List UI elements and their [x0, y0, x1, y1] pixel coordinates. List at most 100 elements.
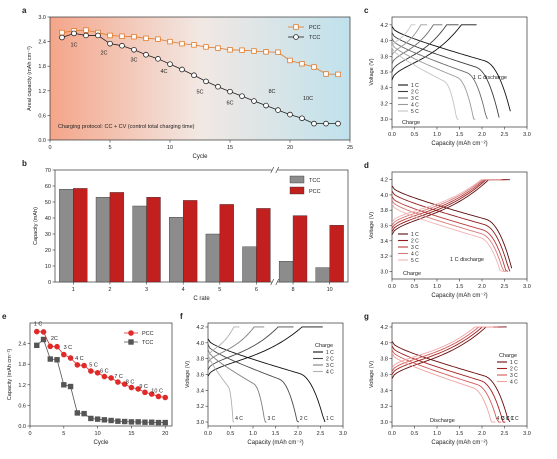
data-point-pcc — [143, 35, 149, 42]
charge-curve — [391, 326, 498, 372]
x-tick-label: 1.5 — [456, 284, 464, 290]
bar-pcc — [146, 196, 161, 283]
y-tick-label: 3.4 — [380, 388, 388, 394]
bar-pcc — [73, 188, 88, 283]
y-tick-label: 20 — [45, 248, 51, 254]
curve-end-label: 3 C — [268, 416, 276, 422]
legend-label: 5 C — [411, 258, 419, 264]
bar-pcc — [219, 204, 234, 283]
data-point-tcc — [263, 102, 269, 109]
discharge-curve — [391, 42, 476, 120]
y-tick-label: 3.2 — [196, 404, 204, 410]
discharge-curve — [391, 200, 507, 272]
legend-label: 3 C — [411, 245, 419, 251]
x-tick-label: 3.0 — [523, 284, 531, 290]
discharge-curve — [207, 352, 235, 423]
data-point-tcc — [59, 34, 65, 41]
rate-annotation: 9 C — [139, 384, 148, 390]
data-point-pcc — [263, 49, 269, 55]
discharge-curve — [391, 37, 488, 120]
rate-annotation: 8 C — [126, 379, 135, 385]
data-point-tcc — [203, 78, 209, 85]
data-point-tcc — [88, 415, 94, 422]
data-point-tcc — [95, 32, 101, 39]
y-tick-label: 30 — [45, 232, 51, 238]
y-tick-label: 2.4 — [38, 40, 46, 46]
data-point-pcc — [155, 36, 161, 42]
x-tick-label: 15 — [227, 145, 233, 151]
data-point-tcc — [162, 419, 168, 426]
charge-curve — [391, 179, 507, 232]
legend-label: 1 C — [411, 83, 419, 89]
bar-tcc — [315, 267, 330, 283]
rate-annotation: 6 C — [100, 368, 109, 374]
data-point-tcc — [149, 419, 155, 425]
data-point-tcc — [227, 88, 233, 95]
data-point-pcc — [287, 57, 293, 64]
data-point-tcc — [94, 416, 101, 422]
curve-end-label: 2 C — [300, 416, 308, 422]
x-tick-label: 5 — [62, 431, 65, 437]
data-point-pcc — [61, 351, 67, 358]
discharge-curve — [391, 352, 496, 423]
data-point-tcc — [71, 30, 77, 37]
bar-tcc — [242, 246, 257, 283]
x-tick-label: 2.0 — [478, 284, 486, 290]
charge-curve — [391, 326, 494, 369]
curve-end-label: 4 C — [235, 416, 243, 422]
legend-label: TCC — [309, 178, 320, 184]
charge-curve — [391, 179, 503, 226]
bar-tcc — [132, 205, 147, 283]
x-tick-label: 8 — [292, 287, 295, 293]
data-point-tcc — [101, 417, 108, 423]
curve-end-label: 3 C — [502, 416, 510, 422]
x-tick-label: 2.5 — [501, 431, 509, 437]
charge-curve — [391, 179, 505, 229]
curve-end-label: 2 C — [506, 416, 514, 422]
data-point-pcc — [59, 29, 65, 36]
data-point-tcc — [191, 72, 197, 79]
data-point-pcc — [128, 384, 135, 391]
data-point-tcc — [135, 419, 141, 425]
charge-curve — [391, 179, 510, 235]
data-point-tcc — [54, 357, 60, 363]
discharge-curve — [207, 338, 326, 423]
data-point-tcc — [275, 107, 281, 113]
data-point-tcc — [108, 417, 114, 424]
legend-label: TCC — [309, 35, 320, 41]
charge-curve — [391, 24, 459, 73]
discharge-curve — [207, 344, 300, 423]
y-tick-label: 10 — [45, 264, 51, 270]
x-tick-label: 0 — [48, 145, 51, 151]
axis-break-mask — [271, 167, 278, 173]
data-point-tcc — [299, 115, 305, 122]
bar-tcc — [59, 188, 74, 283]
legend-marker — [293, 34, 299, 40]
discharge-curve — [391, 32, 500, 118]
charge-curve — [207, 326, 323, 377]
y-tick-label: 4.2 — [380, 178, 388, 184]
y-tick-label: 4.0 — [380, 341, 388, 347]
y-tick-label: 1.8 — [38, 64, 46, 70]
y-tick-label: 1.8 — [18, 362, 26, 368]
rate-annotation: 8C — [268, 89, 275, 95]
x-tick-label: 3 — [145, 287, 148, 293]
data-point-pcc — [131, 33, 137, 40]
data-point-tcc — [115, 418, 121, 424]
x-tick-label: 5 — [108, 145, 111, 151]
x-tick-label: 0.5 — [411, 431, 419, 437]
y-tick-label: 3.0 — [38, 15, 46, 21]
data-point-pcc — [101, 373, 108, 380]
rate-annotation: 6C — [226, 101, 233, 107]
legend-label: PCC — [309, 25, 321, 31]
legend-label: TCC — [142, 340, 153, 346]
axis-break-mark — [270, 166, 275, 174]
y-tick-label: 3.4 — [380, 86, 388, 92]
charge-curve — [207, 326, 240, 358]
x-tick-label: 0.0 — [388, 132, 396, 138]
x-tick-label: 6 — [255, 287, 258, 293]
rate-annotation: 10C — [303, 96, 313, 102]
data-point-tcc — [311, 120, 317, 127]
legend-label: 4 C — [411, 103, 419, 109]
y-tick-label: 3.4 — [196, 388, 204, 394]
